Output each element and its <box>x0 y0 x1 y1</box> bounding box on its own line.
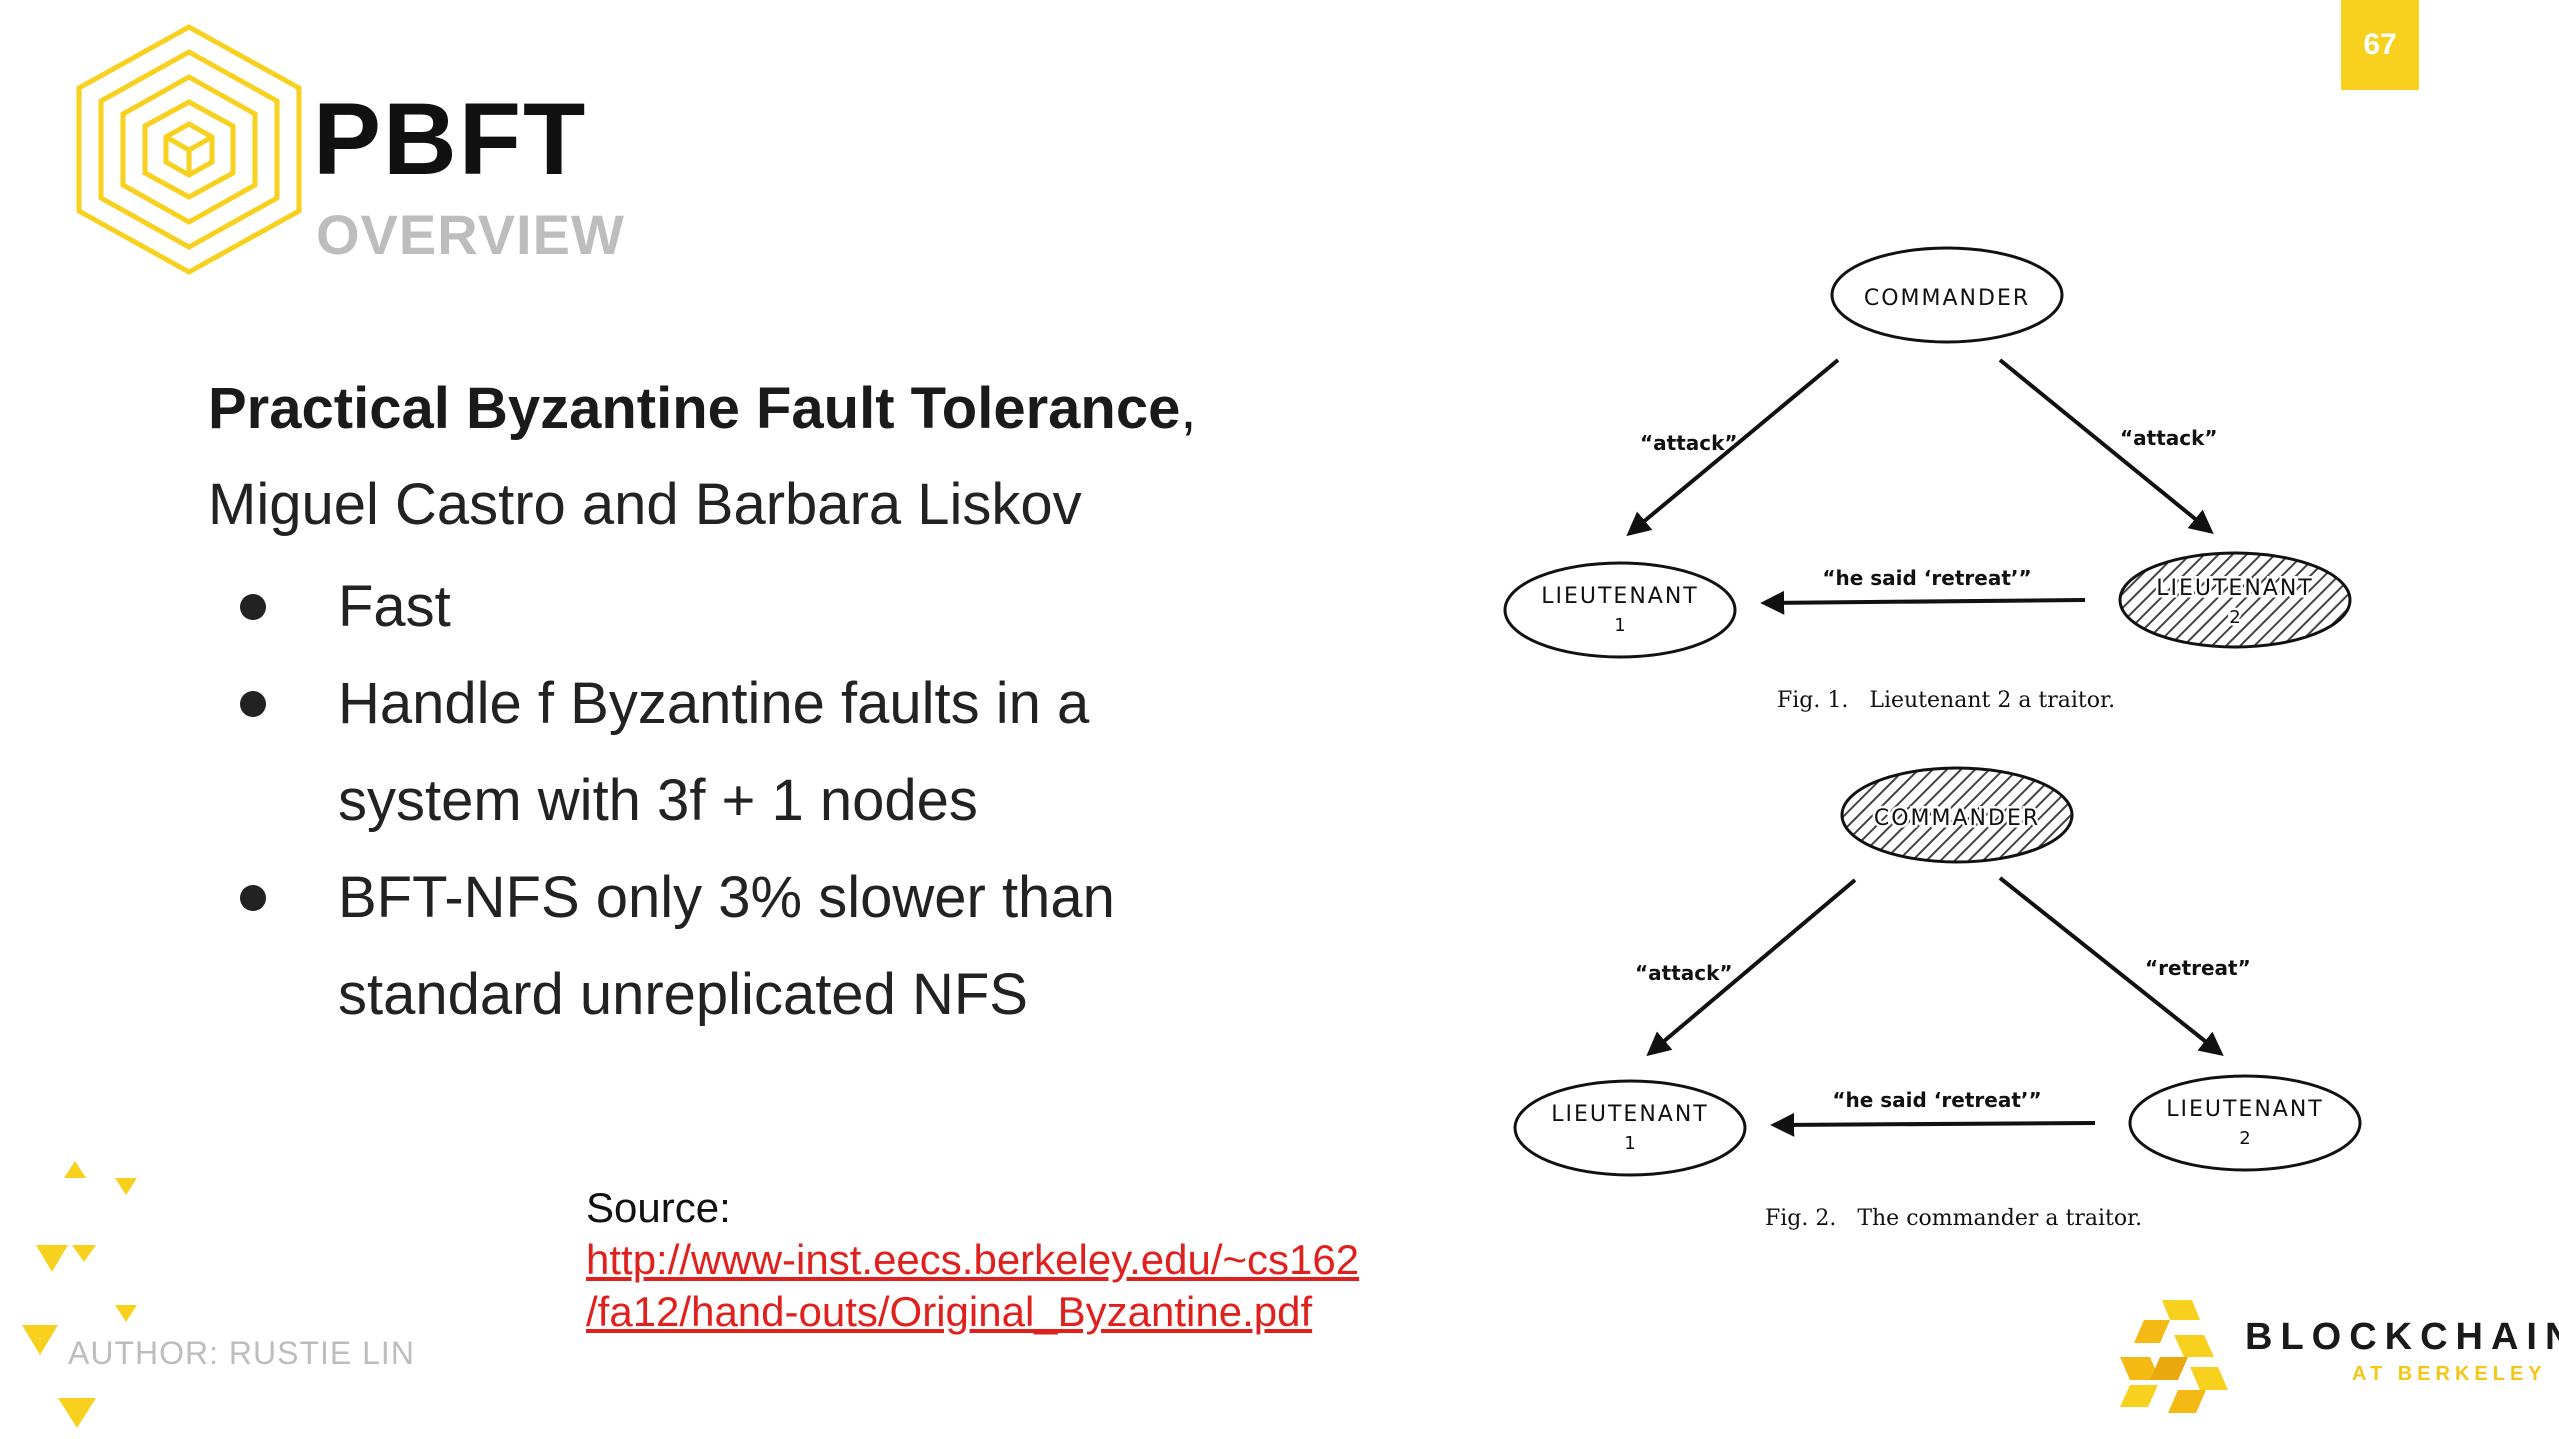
bullet-dot-icon <box>240 691 266 717</box>
figure-1: COMMANDER LIEUTENANT 1 LIEUTENANT 2 “att… <box>1503 246 2352 713</box>
lieutenant-2-traitor-node <box>2118 551 2352 649</box>
brand-name: BLOCKCHAIN <box>2245 1316 2559 1358</box>
blockchain-at-berkeley-logo-icon <box>2120 1300 2228 1413</box>
bullet-item: BFT-NFS only 3% slower than standard unr… <box>230 849 1338 1043</box>
message-he-said-retreat: “he said ‘retreat’” <box>1832 1088 2041 1112</box>
figure-1-caption: Fig. 1. Lieutenant 2 a traitor. <box>1777 688 2115 713</box>
paper-authors: Miguel Castro and Barbara Liskov <box>208 472 1082 537</box>
lieutenant-1-label: LIEUTENANT <box>1541 584 1699 609</box>
commander-node <box>1830 246 2064 344</box>
figure-2-caption: Fig. 2. The commander a traitor. <box>1765 1206 2142 1231</box>
lieutenant-1-node <box>1503 561 1737 659</box>
message-he-said-retreat: “he said ‘retreat’” <box>1822 566 2031 590</box>
paper-title-text: Practical Byzantine Fault Tolerance <box>208 376 1181 441</box>
bullet-item: Handle f Byzantine faults in a system wi… <box>230 655 1238 849</box>
lieutenant-2-label: LIEUTENANT <box>2166 1097 2324 1122</box>
commander-label: COMMANDER <box>1864 286 2030 311</box>
lieutenant-1-number: 1 <box>1614 615 1625 636</box>
message-retreat-right: “retreat” <box>2145 956 2251 980</box>
arrow-commander-to-l2 <box>1998 358 2214 535</box>
bullet-dot-icon <box>240 885 266 911</box>
source-label: Source: <box>586 1184 731 1231</box>
arrow-commander-to-l2 <box>1998 876 2224 1056</box>
commander-traitor-node <box>1840 766 2074 864</box>
byzantine-generals-diagram: COMMANDER LIEUTENANT 1 LIEUTENANT 2 “att… <box>1503 246 2362 1231</box>
slide-subtitle: OVERVIEW <box>316 203 625 266</box>
bullet-list: Fast Handle f Byzantine faults in a syst… <box>230 558 1330 1043</box>
message-attack-left: “attack” <box>1635 961 1733 985</box>
paper-title-comma: , <box>1180 376 1197 441</box>
commander-label: COMMANDER <box>1874 806 2040 831</box>
source-link-line2[interactable]: /fa12/hand-outs/Original_Byzantine.pdf <box>586 1288 1313 1335</box>
author-credit: AUTHOR: RUSTIE LIN <box>68 1335 415 1371</box>
lieutenant-1-label: LIEUTENANT <box>1551 1102 1709 1127</box>
lieutenant-1-number: 1 <box>1624 1133 1635 1154</box>
lieutenant-2-number: 2 <box>2229 607 2240 628</box>
lieutenant-2-label: LIEUTENANT <box>2156 576 2314 601</box>
lieutenant-1-node <box>1513 1079 1747 1177</box>
source-link-line1[interactable]: http://www-inst.eecs.berkeley.edu/~cs162 <box>586 1236 1360 1283</box>
arrow-l2-to-l1 <box>1770 1112 2096 1137</box>
message-attack-right: “attack” <box>2120 426 2218 450</box>
bullet-item: Fast <box>230 558 1330 655</box>
brand-subtitle: AT BERKELEY <box>2352 1363 2547 1385</box>
bullet-dot-icon <box>240 594 266 620</box>
lieutenant-2-node <box>2128 1074 2362 1172</box>
decorative-triangles-icon <box>22 1161 137 1428</box>
lieutenant-2-number: 2 <box>2239 1128 2250 1149</box>
arrow-commander-to-l1 <box>1646 878 1857 1057</box>
bullet-text: BFT-NFS only 3% slower than standard unr… <box>338 865 1115 1027</box>
bullet-text: Fast <box>338 574 451 639</box>
bullet-text: Handle f Byzantine faults in a system wi… <box>338 671 1090 833</box>
source-citation: Source: http://www-inst.eecs.berkeley.ed… <box>586 1182 1359 1338</box>
hexagon-cube-logo-icon <box>76 24 302 275</box>
message-attack-left: “attack” <box>1640 431 1738 455</box>
figure-2: COMMANDER LIEUTENANT 1 LIEUTENANT 2 “att… <box>1513 766 2362 1231</box>
arrow-l2-to-l1 <box>1760 590 2086 615</box>
paper-title: Practical Byzantine Fault Tolerance, <box>208 374 1196 444</box>
arrow-commander-to-l1 <box>1626 358 1840 537</box>
slide-title: PBFT <box>313 82 588 196</box>
page-number: 67 <box>2341 0 2419 90</box>
